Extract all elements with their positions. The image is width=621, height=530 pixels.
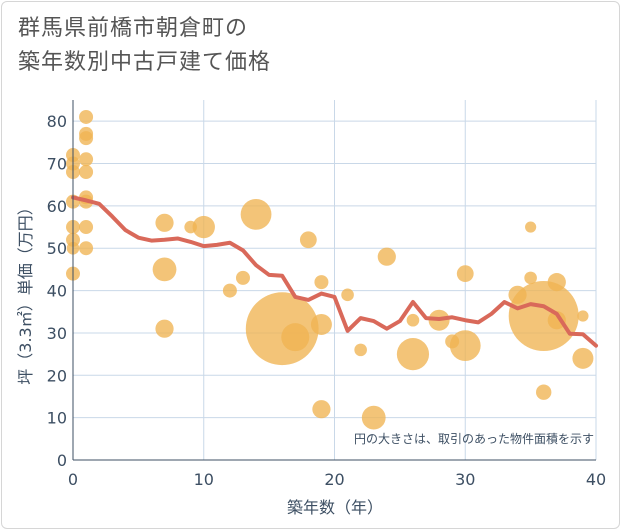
bubble-point xyxy=(314,275,329,290)
tick-labels: 0 10 20 30 40 0 10 20 30 40 50 60 70 80 xyxy=(47,112,607,489)
y-tick-label: 10 xyxy=(47,409,67,428)
y-tick-label: 0 xyxy=(57,451,67,470)
bubble-point xyxy=(79,109,94,124)
y-tick-label: 70 xyxy=(47,155,67,174)
bubble-point xyxy=(79,165,94,179)
bubble-point xyxy=(310,313,332,335)
bubble-point xyxy=(281,323,310,352)
bubble-point xyxy=(222,283,237,298)
bubble-point xyxy=(572,347,594,369)
bubble-point xyxy=(396,338,430,371)
bubble-point xyxy=(184,220,197,234)
bubble-point xyxy=(445,334,460,349)
bubble-point xyxy=(79,241,94,256)
bubble-point xyxy=(508,281,579,351)
bubble-point xyxy=(536,384,552,400)
bubble-point xyxy=(240,198,272,230)
bubble-point xyxy=(361,405,386,430)
bubbles xyxy=(66,109,594,430)
bubble-point xyxy=(192,215,215,239)
bubble-point xyxy=(235,270,250,285)
y-tick-label: 50 xyxy=(47,239,67,258)
y-axis-label: 坪（3.3㎡）単価（万円） xyxy=(16,199,35,384)
x-tick-label: 40 xyxy=(586,470,606,489)
y-tick-label: 30 xyxy=(47,324,67,343)
average-line-group xyxy=(71,195,598,348)
bubble-point xyxy=(456,265,474,283)
y-tick-label: 40 xyxy=(47,282,67,301)
bubble-point xyxy=(299,231,317,249)
bubble-point xyxy=(524,271,537,285)
bubble-point xyxy=(152,257,177,282)
bubble-point xyxy=(577,310,589,322)
axes xyxy=(72,100,596,461)
title-line-1: 群馬県前橋市朝倉町の xyxy=(18,16,249,41)
grid-lines xyxy=(73,100,597,460)
bubble-point xyxy=(508,285,527,304)
x-tick-label: 10 xyxy=(194,470,214,489)
bubble-point xyxy=(547,273,566,292)
bubble-point xyxy=(525,221,537,233)
x-tick-label: 30 xyxy=(455,470,475,489)
average-price-line xyxy=(71,195,598,348)
y-tick-label: 20 xyxy=(47,366,67,385)
bubble-point xyxy=(547,311,566,330)
x-tick-label: 20 xyxy=(324,470,344,489)
y-tick-label: 60 xyxy=(47,197,67,216)
bubble-point xyxy=(245,292,319,366)
x-axis-label: 築年数（年） xyxy=(287,498,383,517)
title-line-2: 築年数別中古戸建て価格 xyxy=(18,50,272,75)
bubble-point xyxy=(155,213,174,232)
bubble-point xyxy=(155,319,174,338)
size-legend-note: 円の大きさは、取引のあった物件面積を示す xyxy=(354,431,594,446)
bubble-point xyxy=(79,152,94,167)
bubble-point xyxy=(312,400,331,419)
bubble-point xyxy=(377,247,396,266)
bubble-point xyxy=(354,343,367,357)
chart-title: 群馬県前橋市朝倉町の 築年数別中古戸建て価格 xyxy=(18,12,271,80)
bubble-point xyxy=(341,288,354,302)
bubble-point xyxy=(79,220,94,235)
y-tick-label: 80 xyxy=(47,112,67,131)
bubble-point xyxy=(79,131,94,146)
bubble-point xyxy=(406,313,420,327)
x-tick-label: 0 xyxy=(68,470,78,489)
